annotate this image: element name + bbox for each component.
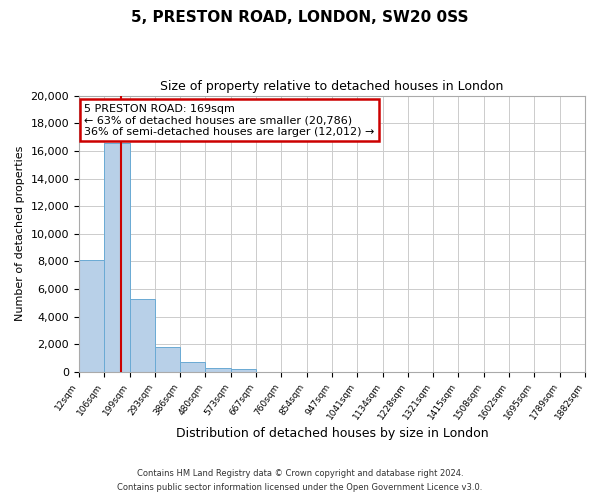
Bar — [130, 299, 155, 372]
Bar — [155, 347, 180, 372]
Text: Contains public sector information licensed under the Open Government Licence v3: Contains public sector information licen… — [118, 484, 482, 492]
Bar — [205, 368, 231, 372]
Bar — [180, 362, 205, 372]
X-axis label: Distribution of detached houses by size in London: Distribution of detached houses by size … — [176, 427, 488, 440]
Bar — [104, 142, 130, 372]
Text: 5 PRESTON ROAD: 169sqm
← 63% of detached houses are smaller (20,786)
36% of semi: 5 PRESTON ROAD: 169sqm ← 63% of detached… — [84, 104, 374, 137]
Bar — [79, 260, 104, 372]
Bar — [231, 368, 256, 372]
Y-axis label: Number of detached properties: Number of detached properties — [15, 146, 25, 322]
Text: Contains HM Land Registry data © Crown copyright and database right 2024.: Contains HM Land Registry data © Crown c… — [137, 468, 463, 477]
Text: 5, PRESTON ROAD, LONDON, SW20 0SS: 5, PRESTON ROAD, LONDON, SW20 0SS — [131, 10, 469, 25]
Title: Size of property relative to detached houses in London: Size of property relative to detached ho… — [160, 80, 503, 93]
